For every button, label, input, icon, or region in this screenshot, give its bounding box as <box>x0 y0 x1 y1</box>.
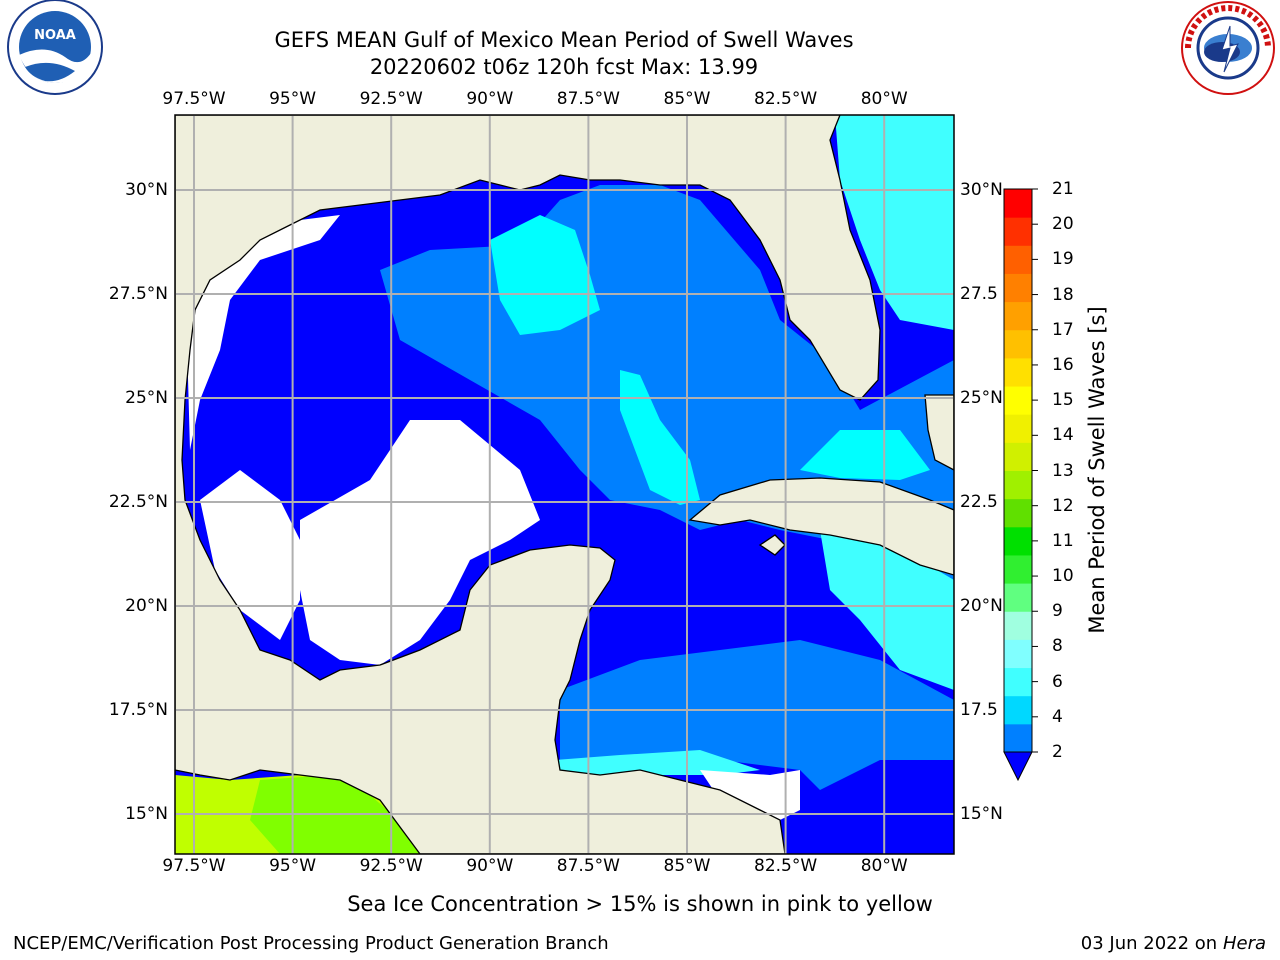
swell-band-4-6-florida-straits <box>800 430 930 480</box>
lat-tick-right: 15°N <box>960 804 1003 824</box>
colorbar <box>1003 188 1038 782</box>
lat-tick-right: 22.5 <box>960 492 998 512</box>
lon-tick-bottom: 87.5°W <box>556 856 620 876</box>
lat-tick-right: 17.5 <box>960 700 998 720</box>
colorbar-tick-label: 6 <box>1052 671 1063 692</box>
colorbar-segment <box>1004 189 1032 218</box>
lat-tick-left: 22.5°N <box>108 492 168 512</box>
colorbar-tick-label: 12 <box>1052 495 1074 516</box>
colorbar-tick-label: 11 <box>1052 530 1074 551</box>
colorbar-segment <box>1004 695 1032 725</box>
swell-band-4-6-strip <box>620 370 700 505</box>
colorbar-tick-label: 8 <box>1052 636 1063 657</box>
colorbar-segment <box>1004 273 1032 303</box>
lat-tick-left: 17.5°N <box>108 700 168 720</box>
title-line-1: GEFS MEAN Gulf of Mexico Mean Period of … <box>274 28 854 52</box>
lat-tick-right: 30°N <box>960 180 1003 200</box>
lon-tick-top: 90°W <box>466 89 514 109</box>
lon-tick-top: 95°W <box>269 89 317 109</box>
white-area-sw <box>200 470 300 640</box>
sea-ice-note: Sea Ice Concentration > 15% is shown in … <box>347 892 933 916</box>
swell-band-2-4-south <box>560 640 954 790</box>
colorbar-tick-label: 16 <box>1052 354 1074 375</box>
lat-tick-left: 27.5°N <box>108 284 168 304</box>
swell-band-4-6-honduras <box>555 750 760 775</box>
colorbar-under-arrow <box>1003 751 1033 782</box>
lon-tick-bottom: 95°W <box>269 856 317 876</box>
colorbar-segment <box>1004 498 1032 528</box>
lon-tick-bottom: 82.5°W <box>754 856 818 876</box>
colorbar-tick-label: 18 <box>1052 284 1074 305</box>
swell-band-4-6-caribbean <box>820 530 954 690</box>
lat-tick-left: 15°N <box>125 804 168 824</box>
lon-tick-bottom: 90°W <box>466 856 514 876</box>
lat-tick-right: 27.5 <box>960 284 998 304</box>
title-line-2: 20220602 t06z 120h fcst Max: 13.99 <box>369 55 759 79</box>
colorbar-segment <box>1004 639 1032 669</box>
colorbar-segment <box>1004 357 1032 387</box>
colorbar-segment <box>1004 217 1032 246</box>
lat-tick-right: 25°N <box>960 388 1003 408</box>
lon-tick-bottom: 97.5°W <box>162 856 226 876</box>
colorbar-segment <box>1004 386 1032 415</box>
colorbar-tick-label: 17 <box>1052 319 1074 340</box>
lon-tick-bottom: 80°W <box>860 856 908 876</box>
map-frame <box>174 114 955 855</box>
lon-tick-top: 87.5°W <box>556 89 620 109</box>
colorbar-tick-label: 15 <box>1052 390 1074 411</box>
lat-tick-left: 25°N <box>125 388 168 408</box>
colorbar-tick-label: 10 <box>1052 566 1074 587</box>
land-north-america <box>175 115 881 854</box>
colorbar-tick-label: 2 <box>1052 742 1063 762</box>
map-gridlines <box>175 115 954 854</box>
colorbar-title: Mean Period of Swell Waves [s] <box>1085 306 1109 634</box>
swell-band-4-6-central <box>490 215 600 335</box>
lon-tick-top: 92.5°W <box>359 89 423 109</box>
lat-tick-right: 20°N <box>960 596 1003 616</box>
lat-tick-left: 20°N <box>125 596 168 616</box>
colorbar-segment <box>1004 329 1032 359</box>
lon-tick-top: 85°W <box>663 89 711 109</box>
colorbar-tick-label: 14 <box>1052 425 1074 446</box>
white-area-bay-of-campeche <box>300 420 540 665</box>
colorbar-segment <box>1004 611 1032 640</box>
colorbar-segment <box>1004 583 1032 612</box>
colorbar-segment <box>1004 470 1032 500</box>
footer-date-text: 03 Jun 2022 on <box>1080 933 1218 954</box>
colorbar-segment <box>1004 526 1032 556</box>
lon-tick-bottom: 92.5°W <box>359 856 423 876</box>
lon-tick-bottom: 85°W <box>663 856 711 876</box>
footer-machine: Hera <box>1222 933 1266 954</box>
land-bahamas <box>924 394 954 471</box>
colorbar-segment <box>1004 667 1032 697</box>
lon-tick-top: 82.5°W <box>754 89 818 109</box>
lat-tick-left: 30°N <box>125 180 168 200</box>
colorbar-segment <box>1004 245 1032 274</box>
colorbar-segment <box>1004 301 1032 331</box>
colorbar-tick-label: 20 <box>1052 214 1074 235</box>
colorbar-segment <box>1004 414 1032 443</box>
footer-date: 03 Jun 2022 on Hera <box>1081 933 1266 954</box>
colorbar-segment <box>1004 554 1032 584</box>
colorbar-tick-label: 13 <box>1052 460 1074 481</box>
lon-tick-top: 80°W <box>860 89 908 109</box>
lon-tick-top: 97.5°W <box>162 89 226 109</box>
colorbar-tick-label: 9 <box>1052 601 1063 622</box>
colorbar-segment <box>1004 723 1032 753</box>
colorbar-tick-label: 21 <box>1052 179 1074 199</box>
white-area-west <box>185 215 340 450</box>
colorbar-segment <box>1004 442 1032 471</box>
colorbar-tick-label: 4 <box>1052 706 1063 727</box>
colorbar-tick-label: 19 <box>1052 249 1074 270</box>
swell-band-4-6-atlantic <box>835 115 954 330</box>
footer-branch: NCEP/EMC/Verification Post Processing Pr… <box>13 933 609 954</box>
